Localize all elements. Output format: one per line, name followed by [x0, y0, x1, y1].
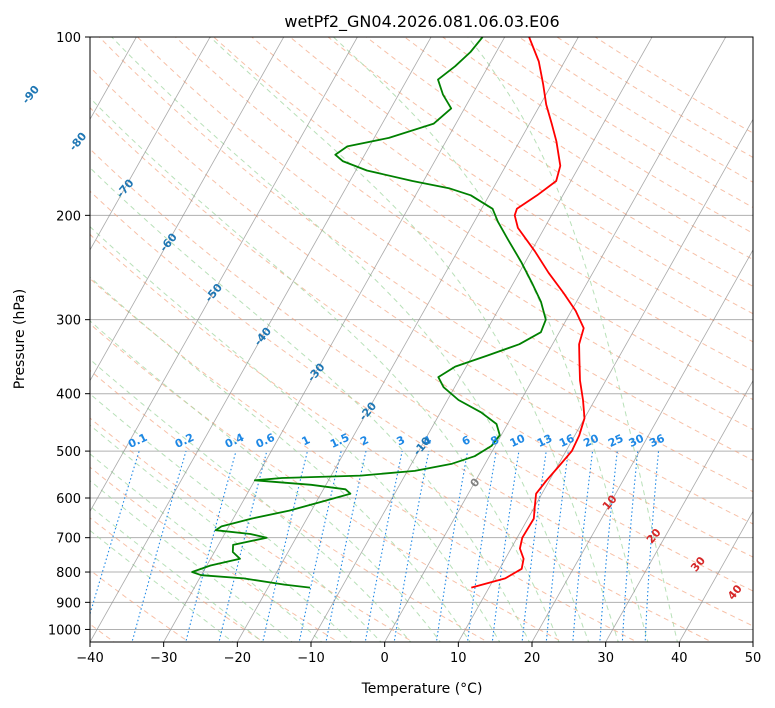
x-tick-label: −30 — [150, 651, 177, 666]
mixing-ratio-label: 10 — [508, 432, 528, 450]
mixing-ratio-label: 16 — [557, 432, 577, 450]
x-axis-ticks: −40 −30 −20 −10 0 10 20 30 40 50 — [76, 642, 761, 666]
dry-adiabat — [90, 369, 489, 642]
y-tick-label: 600 — [56, 492, 81, 507]
mixing-ratio-line — [364, 450, 403, 642]
isotherms — [90, 37, 753, 642]
isotherm-line — [90, 37, 211, 251]
x-tick-label: 0 — [381, 651, 389, 666]
isotherm-line — [90, 37, 285, 382]
x-tick-label: −40 — [76, 651, 103, 666]
plot-frame — [89, 36, 754, 643]
mixing-ratio-line — [325, 450, 367, 642]
isotherm-line — [236, 37, 579, 642]
x-tick-label: 20 — [524, 651, 541, 666]
dry-adiabat — [90, 190, 753, 627]
moist-adiabat — [90, 505, 264, 642]
moist-adiabat — [90, 167, 530, 642]
x-tick-label: 50 — [745, 651, 762, 666]
dry-adiabat — [90, 466, 340, 642]
isotherm-line — [163, 37, 506, 642]
isotherm-line — [531, 249, 753, 642]
moist-adiabat — [90, 97, 560, 642]
dry-adiabat — [90, 417, 414, 642]
isotherm-line — [384, 37, 727, 642]
y-tick-label: 700 — [56, 532, 81, 547]
x-tick-label: −10 — [297, 651, 324, 666]
mixing-ratio-line — [393, 450, 430, 642]
y-tick-label: 500 — [56, 445, 81, 460]
y-tick-label: 300 — [56, 314, 81, 329]
y-tick-label: 400 — [56, 388, 81, 403]
moist-adiabat — [467, 37, 678, 642]
isotherm-line — [310, 37, 653, 642]
mixing-ratio-line — [185, 450, 237, 642]
moist-adiabat — [90, 225, 501, 642]
dry-adiabat — [90, 517, 265, 642]
profile-series — [191, 37, 586, 589]
y-tick-label: 1000 — [48, 623, 81, 638]
moist-adiabat — [90, 320, 442, 642]
x-tick-label: 30 — [597, 651, 614, 666]
dry-adiabat — [251, 37, 753, 371]
moist-adiabat — [90, 276, 471, 642]
x-tick-label: 40 — [671, 651, 688, 666]
x-tick-label: 10 — [450, 651, 467, 666]
dry-adiabat — [90, 148, 753, 592]
temperature-profile-line — [471, 37, 586, 589]
isotherm-line — [90, 37, 432, 642]
x-axis-label: Temperature (°C) — [361, 681, 483, 697]
isotherm-line — [90, 37, 358, 513]
moist-adiabat — [209, 37, 619, 642]
mixing-ratio-label: 25 — [606, 432, 625, 450]
mixing-ratio-line — [298, 450, 342, 642]
dewpoint-profile-line — [191, 37, 547, 589]
dry-adiabat — [175, 37, 753, 431]
chart-title: wetPf2_GN04.2026.081.06.03.E06 — [284, 12, 559, 32]
pressure-gridlines — [90, 37, 753, 630]
moist-adiabat — [90, 358, 412, 642]
y-axis-ticks: 100 200 300 400 500 600 700 800 900 1000 — [48, 31, 90, 638]
isotherm-line — [678, 510, 753, 642]
moist-adiabat — [90, 453, 323, 642]
moist-adiabats — [90, 37, 678, 642]
dry-adiabat — [90, 277, 639, 642]
isotherm-line — [90, 37, 137, 121]
y-tick-label: 100 — [56, 31, 81, 46]
x-tick-label: −20 — [224, 651, 251, 666]
y-axis-label: Pressure (hPa) — [12, 289, 28, 389]
mixing-ratio-label: 13 — [535, 432, 554, 450]
dry-adiabat — [90, 569, 190, 642]
dry-adiabat — [327, 37, 753, 315]
isotherm-line — [457, 118, 753, 642]
isotherm-line — [605, 379, 753, 642]
moist-adiabat — [90, 393, 382, 642]
y-tick-label: 900 — [56, 596, 81, 611]
mixing-ratio-label: 30 — [627, 432, 647, 450]
mixing-ratio-label: 20 — [581, 432, 601, 450]
mixing-ratio-lines — [90, 450, 660, 642]
mixing-ratio-label: 36 — [647, 432, 667, 450]
y-tick-label: 800 — [56, 566, 81, 581]
plot-area — [90, 37, 753, 642]
dry-adiabat — [98, 37, 753, 493]
mixing-ratio-line — [131, 450, 187, 642]
y-tick-label: 200 — [56, 209, 81, 224]
moist-adiabat — [90, 480, 293, 642]
mixing-ratio-line — [218, 450, 268, 642]
